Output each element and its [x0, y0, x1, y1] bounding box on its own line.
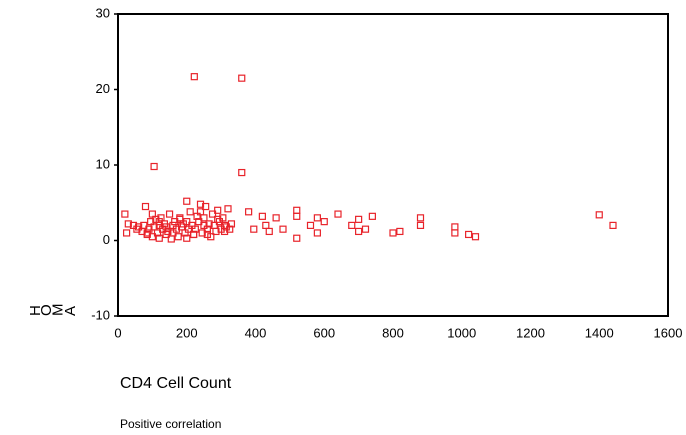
point: [190, 230, 198, 239]
point: [258, 212, 266, 220]
point: [361, 225, 370, 233]
point: [150, 162, 158, 171]
point: [121, 210, 129, 218]
x-tick-label: 1200: [516, 325, 545, 340]
x-tick-label: 400: [245, 325, 267, 340]
point: [122, 229, 131, 237]
y-tick-label: 20: [96, 81, 110, 96]
point: [145, 225, 153, 233]
point: [165, 210, 174, 218]
point: [416, 214, 425, 222]
y-tick-label: -10: [91, 307, 110, 322]
point: [334, 210, 342, 218]
point: [133, 225, 141, 233]
point: [203, 225, 211, 233]
point: [141, 202, 150, 211]
point: [227, 220, 236, 228]
point: [465, 230, 473, 239]
point: [245, 208, 253, 216]
x-tick-label: 600: [313, 325, 335, 340]
point: [214, 215, 222, 223]
point: [214, 206, 222, 214]
point: [368, 212, 376, 220]
point: [155, 234, 163, 242]
point: [226, 225, 234, 233]
point: [279, 225, 287, 233]
point: [212, 227, 220, 236]
point: [220, 227, 229, 236]
y-tick-label: 30: [96, 5, 110, 20]
x-tick-label: 1400: [585, 325, 614, 340]
y-tick-label: 0: [103, 232, 110, 247]
point: [355, 215, 363, 223]
point: [293, 234, 301, 242]
point: [238, 74, 246, 82]
point: [143, 229, 151, 237]
point: [140, 221, 148, 229]
point: [200, 214, 208, 222]
point: [219, 214, 227, 222]
point: [183, 197, 191, 205]
point: [238, 168, 246, 177]
point: [196, 200, 205, 208]
point: [306, 221, 315, 229]
x-axis-label: CD4 Cell Count: [120, 375, 232, 392]
point: [471, 233, 480, 241]
point: [595, 211, 603, 219]
point: [355, 227, 363, 236]
point: [148, 233, 156, 241]
x-tick-label: 200: [176, 325, 198, 340]
point: [293, 212, 301, 220]
point: [609, 221, 617, 229]
point: [153, 229, 162, 237]
point: [191, 225, 199, 233]
y-tick-label: 10: [96, 156, 110, 171]
point: [224, 205, 232, 213]
point: [190, 73, 198, 81]
x-tick-label: 0: [114, 325, 121, 340]
point: [195, 218, 203, 226]
point: [171, 218, 179, 226]
point: [265, 227, 273, 236]
point: [198, 229, 206, 237]
point: [186, 208, 194, 216]
point: [396, 227, 404, 236]
point: [202, 202, 210, 211]
x-tick-label: 1600: [654, 325, 683, 340]
point: [176, 215, 184, 223]
point: [293, 206, 301, 214]
point: [208, 210, 217, 218]
x-tick-label: 1000: [447, 325, 476, 340]
point: [250, 225, 258, 233]
point: [174, 233, 182, 241]
point: [162, 223, 170, 231]
point: [313, 214, 321, 222]
y-axis-label: HOMA: [27, 303, 79, 316]
point: [389, 229, 397, 237]
point: [416, 221, 425, 229]
point: [272, 214, 280, 222]
point: [172, 225, 181, 233]
point: [451, 229, 459, 237]
point: [155, 218, 163, 226]
point: [164, 227, 172, 236]
point: [124, 220, 132, 228]
point: [348, 221, 356, 229]
point: [320, 218, 328, 226]
point: [262, 221, 270, 229]
point: [205, 220, 213, 228]
note: Positive correlation: [120, 417, 221, 431]
x-tick-label: 800: [382, 325, 404, 340]
point: [203, 230, 211, 239]
point: [183, 218, 191, 226]
point: [451, 223, 459, 231]
point: [313, 229, 321, 237]
point: [183, 234, 191, 242]
plot-area: [117, 13, 669, 317]
